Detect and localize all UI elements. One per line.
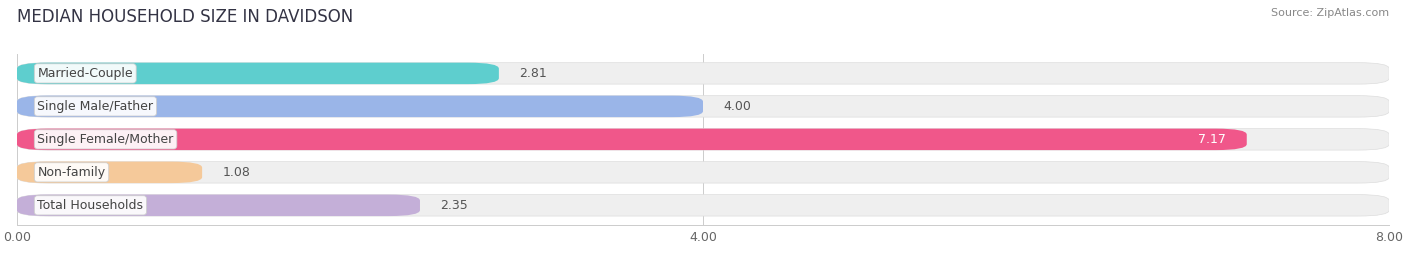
Text: 7.17: 7.17 <box>1198 133 1226 146</box>
Text: Single Female/Mother: Single Female/Mother <box>38 133 174 146</box>
FancyBboxPatch shape <box>17 162 1389 183</box>
Text: 4.00: 4.00 <box>724 100 751 113</box>
Text: Married-Couple: Married-Couple <box>38 67 134 80</box>
FancyBboxPatch shape <box>17 129 1247 150</box>
FancyBboxPatch shape <box>17 96 1389 117</box>
Text: Single Male/Father: Single Male/Father <box>38 100 153 113</box>
FancyBboxPatch shape <box>17 195 420 216</box>
FancyBboxPatch shape <box>17 63 1389 84</box>
FancyBboxPatch shape <box>17 129 1389 150</box>
Text: 2.81: 2.81 <box>519 67 547 80</box>
Text: Source: ZipAtlas.com: Source: ZipAtlas.com <box>1271 8 1389 18</box>
Text: 2.35: 2.35 <box>440 199 468 212</box>
Text: Non-family: Non-family <box>38 166 105 179</box>
Text: 1.08: 1.08 <box>222 166 250 179</box>
FancyBboxPatch shape <box>17 162 202 183</box>
FancyBboxPatch shape <box>17 96 703 117</box>
FancyBboxPatch shape <box>17 195 1389 216</box>
Text: MEDIAN HOUSEHOLD SIZE IN DAVIDSON: MEDIAN HOUSEHOLD SIZE IN DAVIDSON <box>17 8 353 26</box>
FancyBboxPatch shape <box>17 63 499 84</box>
Text: Total Households: Total Households <box>38 199 143 212</box>
